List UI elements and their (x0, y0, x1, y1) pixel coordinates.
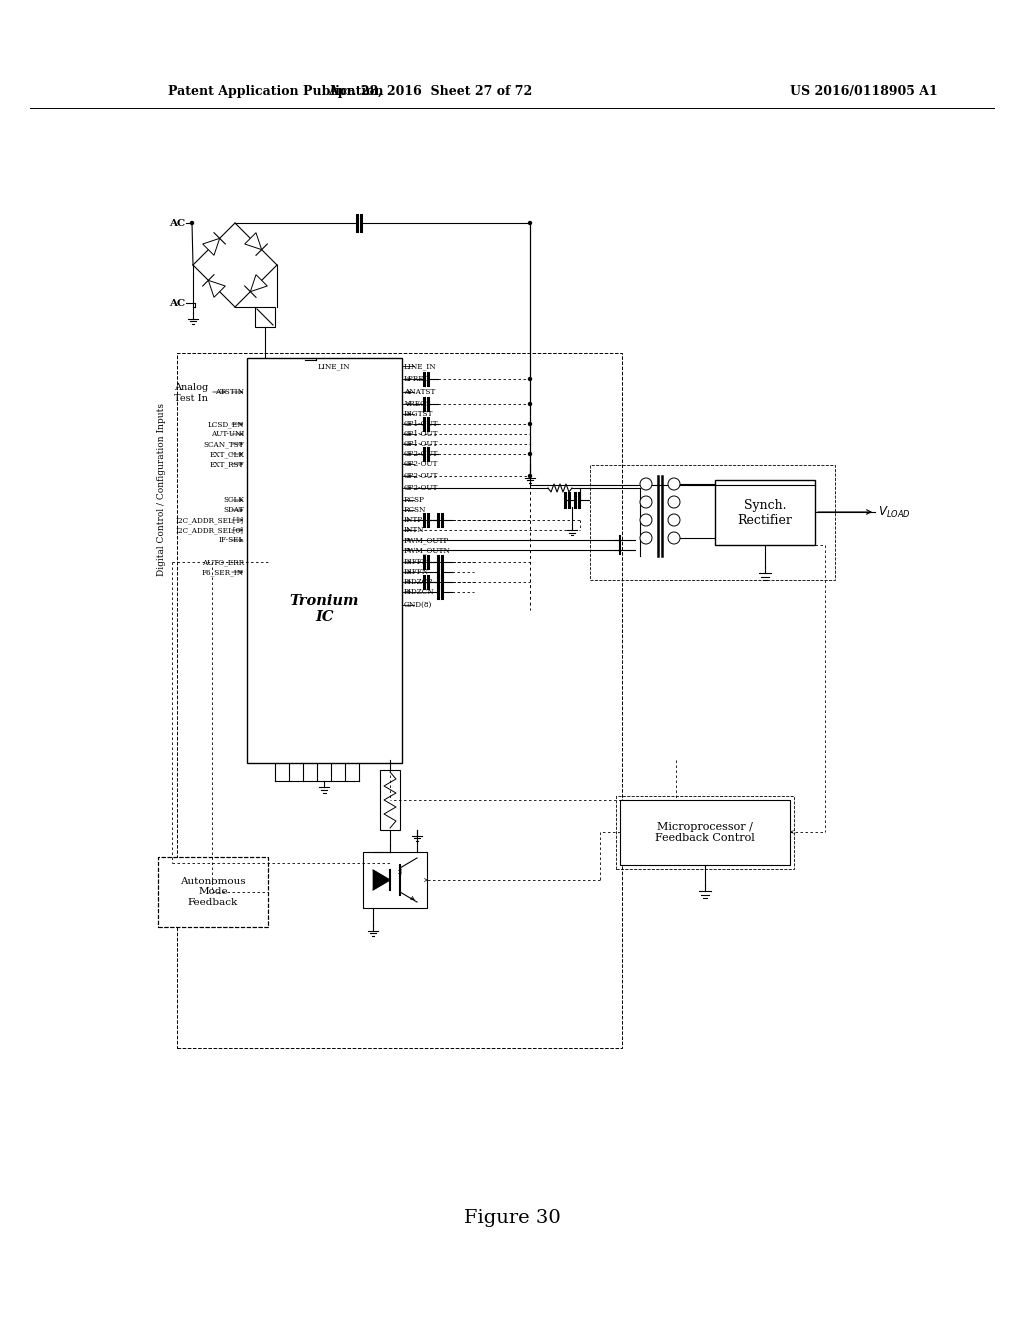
Text: ANATST: ANATST (404, 388, 435, 396)
Circle shape (668, 513, 680, 525)
Text: CP2-OUT: CP2-OUT (404, 459, 438, 469)
Bar (590, 465, 835, 579)
Text: Digital Control / Configuration Inputs: Digital Control / Configuration Inputs (158, 404, 167, 577)
Text: EXT_CLK: EXT_CLK (209, 450, 244, 458)
Text: Patent Application Publication: Patent Application Publication (168, 84, 384, 98)
Text: Microprocessor /
Feedback Control: Microprocessor / Feedback Control (655, 821, 755, 843)
Text: PWM_OUTN: PWM_OUTN (404, 546, 451, 554)
Bar (177, 352, 622, 1048)
Text: PIDZCP: PIDZCP (404, 578, 433, 586)
Text: CP2-OUT: CP2-OUT (404, 450, 438, 458)
Bar (380, 770, 400, 830)
Text: CP1-OUT: CP1-OUT (404, 420, 438, 428)
Polygon shape (373, 870, 390, 890)
Circle shape (528, 453, 531, 455)
Circle shape (668, 496, 680, 508)
Bar (158, 857, 268, 927)
Text: DIFFP: DIFFP (404, 558, 428, 566)
Text: LINE_IN: LINE_IN (404, 362, 436, 370)
Bar (247, 358, 402, 763)
Text: Analog
Test In: Analog Test In (174, 383, 208, 403)
Text: LPREG: LPREG (404, 375, 430, 383)
Circle shape (640, 496, 652, 508)
Bar (620, 800, 790, 865)
Bar (158, 857, 268, 927)
Text: PIDZCN: PIDZCN (404, 587, 434, 597)
Circle shape (528, 422, 531, 425)
Text: AUTO_ERR: AUTO_ERR (202, 558, 244, 566)
Text: DIGTST: DIGTST (404, 411, 433, 418)
Bar (715, 480, 815, 545)
Text: Tronium
IC: Tronium IC (290, 594, 359, 624)
Polygon shape (245, 232, 262, 249)
Text: SDAT: SDAT (223, 506, 244, 513)
Text: CP1-OUT: CP1-OUT (404, 430, 438, 438)
Circle shape (668, 532, 680, 544)
Text: Autonomous
Mode
Feedback: Autonomous Mode Feedback (180, 876, 246, 907)
Text: VREGS: VREGS (404, 400, 431, 408)
Text: DIFFN: DIFFN (404, 568, 429, 576)
Text: I2C_ADDR_SEL[0]: I2C_ADDR_SEL[0] (176, 525, 244, 535)
Text: CP2-OUT: CP2-OUT (404, 473, 438, 480)
Circle shape (640, 532, 652, 544)
Circle shape (528, 222, 531, 224)
Text: $V_{LOAD}$: $V_{LOAD}$ (878, 504, 910, 520)
Text: INTP: INTP (404, 516, 423, 524)
Text: CP1-OUT: CP1-OUT (404, 440, 438, 447)
Text: SCLK: SCLK (223, 496, 244, 504)
Text: Apr. 28, 2016  Sheet 27 of 72: Apr. 28, 2016 Sheet 27 of 72 (328, 84, 532, 98)
Text: LCSD_EN: LCSD_EN (208, 420, 244, 428)
Circle shape (640, 478, 652, 490)
Polygon shape (208, 280, 225, 297)
Text: I2C_ADDR_SEL[1]: I2C_ADDR_SEL[1] (176, 516, 244, 524)
Text: F6_SER_IN: F6_SER_IN (202, 568, 244, 576)
Text: Figure 30: Figure 30 (464, 1209, 560, 1228)
Text: RCSN: RCSN (404, 506, 426, 513)
Text: EXT_RST: EXT_RST (210, 459, 244, 469)
Text: ATSTIN: ATSTIN (215, 388, 244, 396)
Text: AC: AC (169, 298, 185, 308)
Circle shape (668, 478, 680, 490)
Polygon shape (250, 275, 267, 292)
Text: AC: AC (169, 219, 185, 227)
Circle shape (640, 513, 652, 525)
Bar (616, 796, 794, 869)
Bar (255, 308, 275, 327)
Text: LINE_IN: LINE_IN (317, 362, 350, 370)
Text: AUT-UNI: AUT-UNI (211, 430, 244, 438)
Text: US 2016/0118905 A1: US 2016/0118905 A1 (790, 84, 938, 98)
Circle shape (528, 474, 531, 478)
Text: INTN: INTN (404, 525, 425, 535)
Text: RCSP: RCSP (404, 496, 425, 504)
Bar (362, 851, 427, 908)
Text: Synch.
Rectifier: Synch. Rectifier (737, 499, 793, 527)
Text: PWM_OUTP: PWM_OUTP (404, 536, 450, 544)
Text: SCAN_TST: SCAN_TST (204, 440, 244, 447)
Circle shape (190, 222, 194, 224)
Text: IF-SEL: IF-SEL (219, 536, 244, 544)
Text: CP2-OUT: CP2-OUT (404, 484, 438, 492)
Polygon shape (203, 239, 220, 255)
Circle shape (528, 403, 531, 405)
Text: GND(8): GND(8) (404, 601, 432, 609)
Circle shape (528, 378, 531, 380)
